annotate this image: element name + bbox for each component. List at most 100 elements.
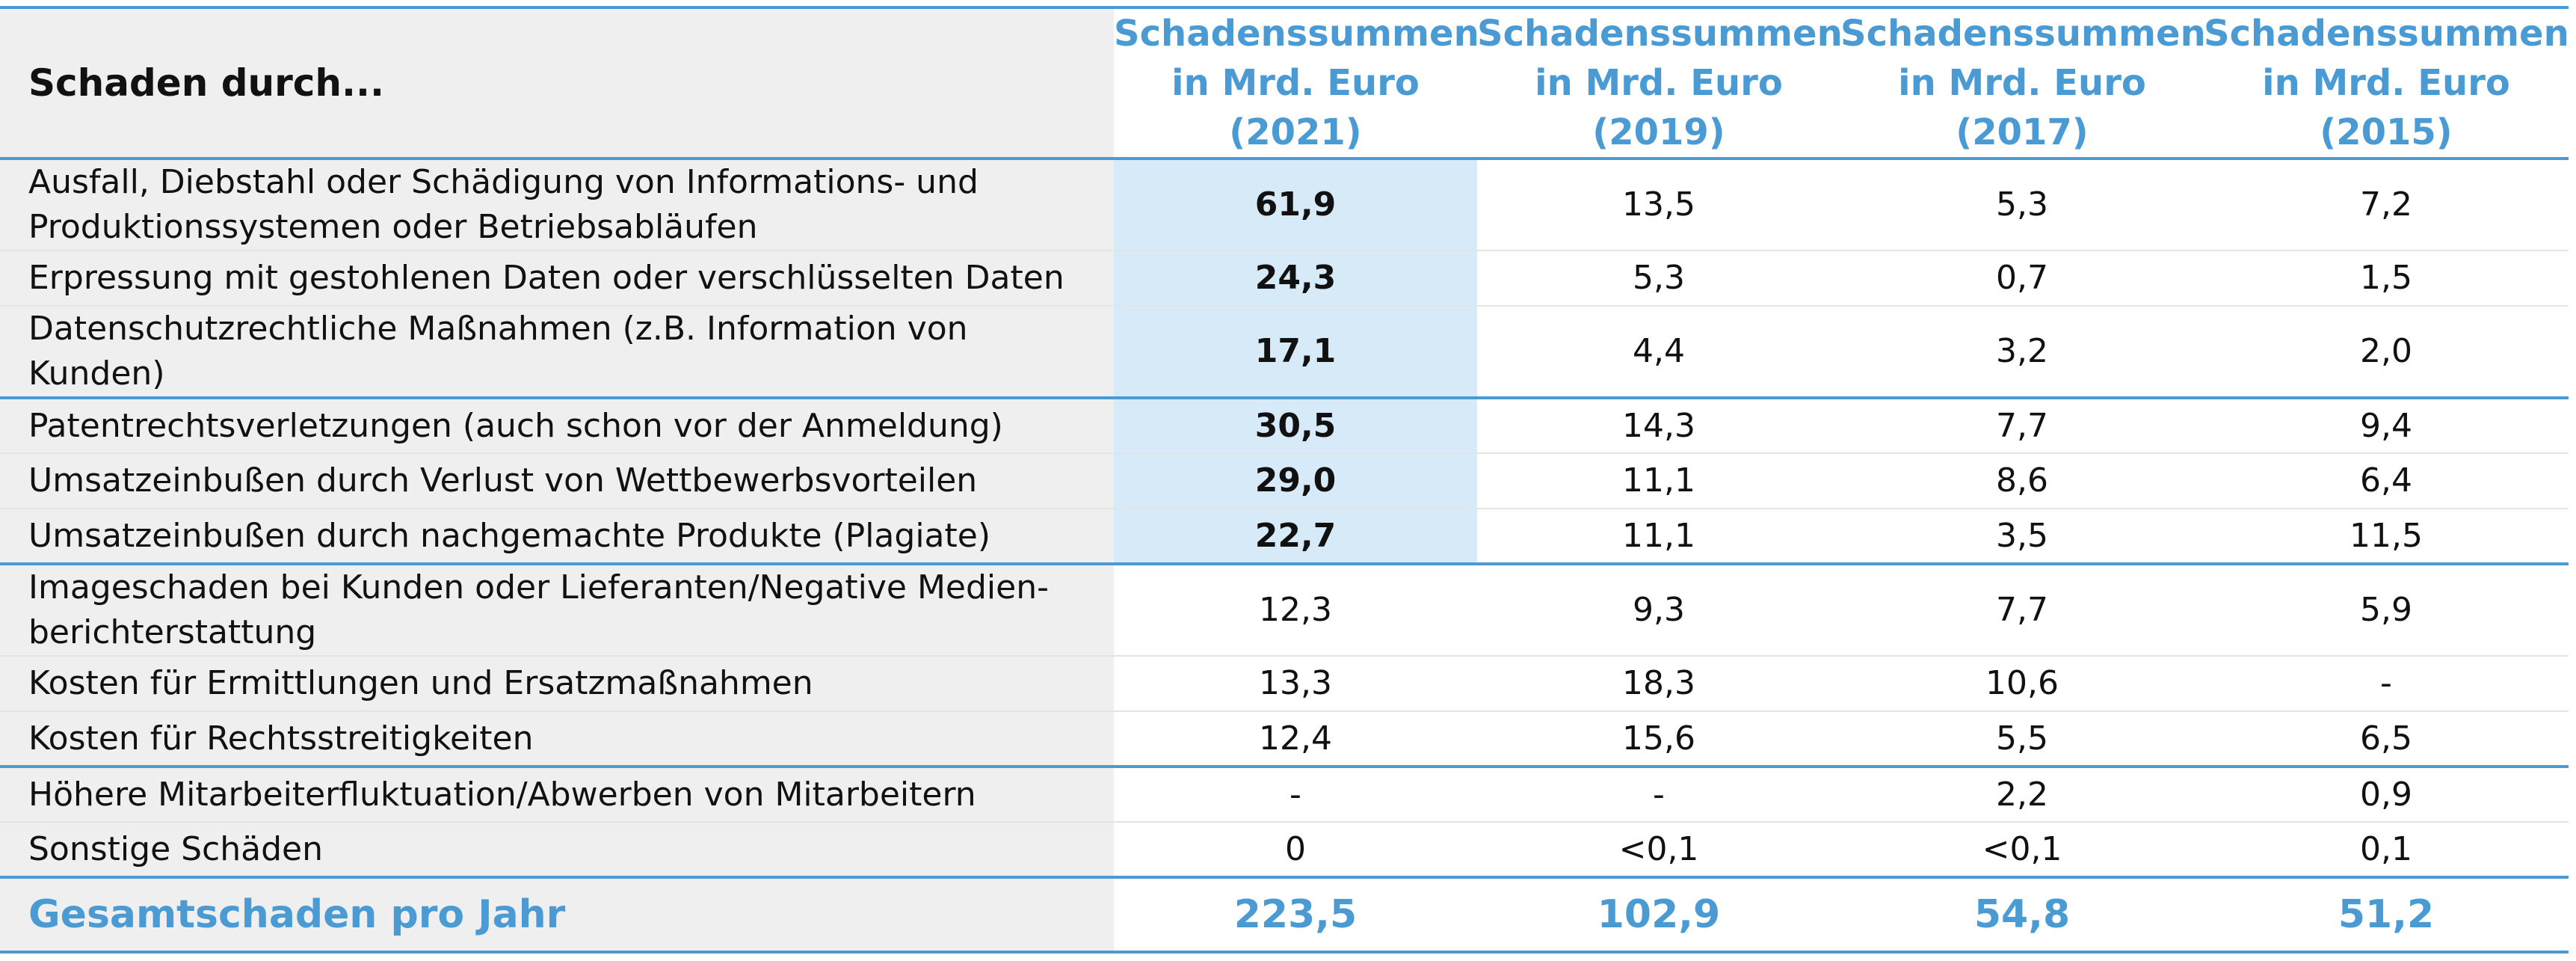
row-label-line: Produktionssystemen oder Betriebsabläufe… — [28, 208, 758, 246]
column-header-line: in Mrd. Euro (2015) — [2262, 62, 2510, 153]
column-header-line: in Mrd. Euro (2017) — [1898, 62, 2146, 153]
value-cell: 7,2 — [2204, 157, 2569, 251]
row-label: Höhere Mitarbeiterfluktuation/Abwerben v… — [0, 765, 1114, 822]
column-header-line: Schadenssummen — [1477, 13, 1843, 55]
total-value: 54,8 — [1840, 876, 2204, 954]
column-header-line: in Mrd. Euro (2019) — [1535, 62, 1783, 153]
value-cell: 0,9 — [2204, 765, 2569, 822]
table-row: Höhere Mitarbeiterfluktuation/Abwerben v… — [0, 765, 2569, 822]
value-cell: - — [1477, 765, 1840, 822]
table-row: Sonstige Schäden 0 <0,1 <0,1 0,1 — [0, 821, 2569, 877]
row-label: Datenschutzrechtliche Maßnahmen (z.B. In… — [0, 305, 1114, 398]
value-cell: 22,7 — [1114, 508, 1477, 564]
total-value: 51,2 — [2204, 876, 2569, 954]
value-cell: <0,1 — [1477, 821, 1840, 877]
value-cell: 7,7 — [1840, 562, 2204, 656]
row-label-line: Kosten für Ermittlungen und Ersatzmaßnah… — [28, 664, 813, 702]
table-body: Ausfall, Diebstahl oder Schädigung von I… — [0, 157, 2569, 877]
value-cell: 3,2 — [1840, 305, 2204, 398]
value-cell: 11,1 — [1477, 508, 1840, 564]
row-label: Sonstige Schäden — [0, 821, 1114, 877]
damage-table: Schaden durch... Schadenssummen in Mrd. … — [0, 6, 2569, 954]
value-cell: 61,9 — [1114, 157, 1477, 251]
value-cell: 24,3 — [1114, 250, 1477, 306]
column-header-line: Schadenssummen — [1114, 13, 1479, 55]
row-label-line: Imageschaden bei Kunden oder Lieferanten… — [28, 568, 1049, 607]
row-label: Patentrechtsverletzungen (auch schon vor… — [0, 396, 1114, 453]
row-label: Imageschaden bei Kunden oder Lieferanten… — [0, 562, 1114, 656]
row-label: Ausfall, Diebstahl oder Schädigung von I… — [0, 157, 1114, 251]
value-cell: 13,5 — [1477, 157, 1840, 251]
value-cell: 5,9 — [2204, 562, 2569, 656]
value-cell: 3,5 — [1840, 508, 2204, 564]
row-label-line: Höhere Mitarbeiterfluktuation/Abwerben v… — [28, 775, 976, 814]
value-cell: 29,0 — [1114, 452, 1477, 509]
value-cell: 17,1 — [1114, 305, 1477, 398]
total-value: 102,9 — [1477, 876, 1840, 954]
column-header-2017: Schadenssummen in Mrd. Euro (2017) — [1840, 6, 2206, 159]
value-cell: 6,5 — [2204, 710, 2569, 767]
row-label-line: Ausfall, Diebstahl oder Schädigung von I… — [28, 163, 979, 201]
row-label-line: Patentrechtsverletzungen (auch schon vor… — [28, 406, 1003, 445]
value-cell: 10,6 — [1840, 655, 2204, 711]
total-value: 223,5 — [1114, 876, 1477, 954]
value-cell: 11,1 — [1477, 452, 1840, 509]
row-label-line: Umsatzeinbußen durch nachgemachte Produk… — [28, 516, 990, 555]
total-label: Gesamtschaden pro Jahr — [0, 876, 1114, 954]
value-cell: 2,2 — [1840, 765, 2204, 822]
row-label-line: Erpressung mit gestohlenen Daten oder ve… — [28, 259, 1064, 297]
value-cell: 5,3 — [1840, 157, 2204, 251]
column-header-line: in Mrd. Euro (2021) — [1171, 62, 1420, 153]
table-row: Datenschutzrechtliche Maßnahmen (z.B. In… — [0, 305, 2569, 398]
row-label: Erpressung mit gestohlenen Daten oder ve… — [0, 250, 1114, 306]
value-cell: 5,5 — [1840, 710, 2204, 767]
column-header-2021: Schadenssummen in Mrd. Euro (2021) — [1114, 6, 1479, 159]
row-label-line: berichterstattung — [28, 613, 317, 651]
table-row: Erpressung mit gestohlenen Daten oder ve… — [0, 250, 2569, 306]
value-cell: 13,3 — [1114, 655, 1477, 711]
table-row: Umsatzeinbußen durch nachgemachte Produk… — [0, 508, 2569, 564]
value-cell: 7,7 — [1840, 396, 2204, 453]
value-cell: <0,1 — [1840, 821, 2204, 877]
value-cell: 1,5 — [2204, 250, 2569, 306]
value-cell: - — [2204, 655, 2569, 711]
value-cell: 14,3 — [1477, 396, 1840, 453]
row-label: Kosten für Rechtsstreitigkeiten — [0, 710, 1114, 767]
column-header-2015: Schadenssummen in Mrd. Euro (2015) — [2204, 6, 2569, 159]
table-row: Imageschaden bei Kunden oder Lieferanten… — [0, 562, 2569, 656]
value-cell: 8,6 — [1840, 452, 2204, 509]
value-cell: 0 — [1114, 821, 1477, 877]
value-cell: 0,7 — [1840, 250, 2204, 306]
row-label: Umsatzeinbußen durch Verlust von Wettbew… — [0, 452, 1114, 509]
table-row: Patentrechtsverletzungen (auch schon vor… — [0, 396, 2569, 453]
row-label: Umsatzeinbußen durch nachgemachte Produk… — [0, 508, 1114, 564]
table-row: Kosten für Ermittlungen und Ersatzmaßnah… — [0, 655, 2569, 711]
table-row: Kosten für Rechtsstreitigkeiten 12,4 15,6 5… — [0, 710, 2569, 767]
row-label-line: Sonstige Schäden — [28, 829, 323, 868]
value-cell: 15,6 — [1477, 710, 1840, 767]
column-header-line: Schadenssummen — [1840, 13, 2206, 55]
row-label-line: Umsatzeinbußen durch Verlust von Wettbew… — [28, 461, 978, 500]
total-row: Gesamtschaden pro Jahr 223,5 102,9 54,8 … — [0, 876, 2569, 954]
value-cell: 12,4 — [1114, 710, 1477, 767]
value-cell: 6,4 — [2204, 452, 2569, 509]
value-cell: 9,3 — [1477, 562, 1840, 656]
column-header-line: Schadenssummen — [2204, 13, 2569, 55]
value-cell: 5,3 — [1477, 250, 1840, 306]
value-cell: 0,1 — [2204, 821, 2569, 877]
row-label-line: Datenschutzrechtliche Maßnahmen (z.B. In… — [28, 310, 968, 393]
value-cell: 11,5 — [2204, 508, 2569, 564]
value-cell: 18,3 — [1477, 655, 1840, 711]
value-cell: 4,4 — [1477, 305, 1840, 398]
table-header-row: Schaden durch... Schadenssummen in Mrd. … — [0, 6, 2569, 159]
value-cell: - — [1114, 765, 1477, 822]
column-header-2019: Schadenssummen in Mrd. Euro (2019) — [1477, 6, 1843, 159]
row-label-line: Kosten für Rechtsstreitigkeiten — [28, 719, 534, 758]
row-label: Kosten für Ermittlungen und Ersatzmaßnah… — [0, 655, 1114, 711]
value-cell: 2,0 — [2204, 305, 2569, 398]
value-cell: 9,4 — [2204, 396, 2569, 453]
row-header-cell: Schaden durch... — [0, 6, 1114, 159]
value-cell: 12,3 — [1114, 562, 1477, 656]
table-row: Umsatzeinbußen durch Verlust von Wettbew… — [0, 452, 2569, 509]
